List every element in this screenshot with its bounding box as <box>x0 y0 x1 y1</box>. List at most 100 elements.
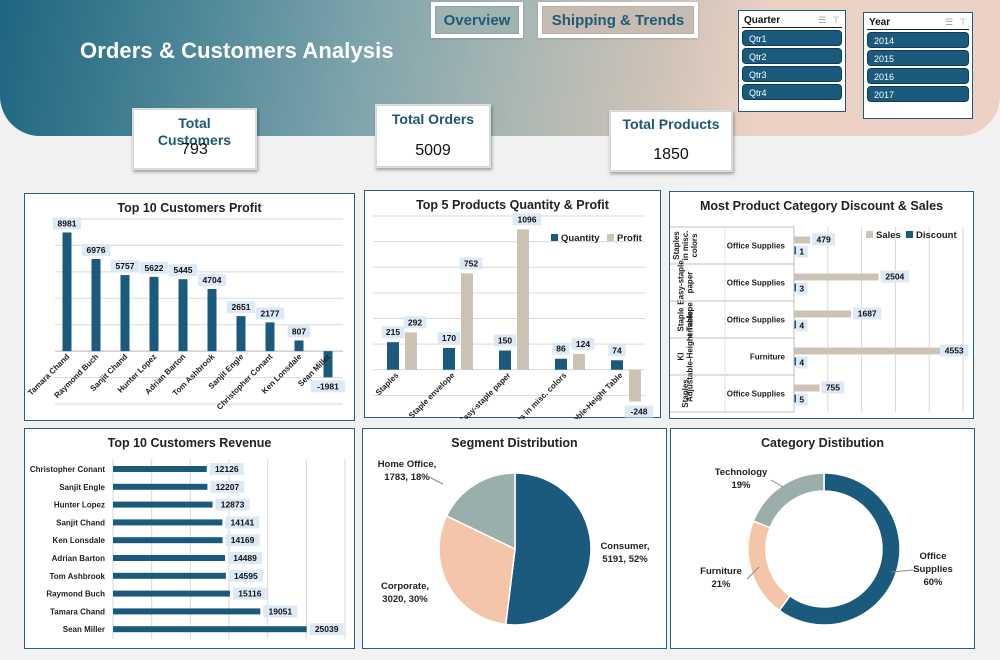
revenue-data-label: 15116 <box>238 589 261 599</box>
quantity-data-label-bg <box>608 344 626 357</box>
products-quantity-profit-chart: Top 5 Products Quantity & Profit 215 292 S… <box>364 190 661 419</box>
tab-shipping-trends[interactable]: Shipping & Trends <box>538 2 698 38</box>
discount-data-label: 4 <box>799 358 804 368</box>
profit-data-label-bg <box>459 257 483 270</box>
clear-filter-icon[interactable]: ⊤ <box>832 14 840 25</box>
product-category-label: Staple envelope <box>407 370 457 419</box>
profit-data-label: 5622 <box>145 263 164 273</box>
pie-label-value: 5191, 52% <box>602 554 648 565</box>
profit-data-label: 2177 <box>261 308 280 318</box>
profit-data-label-bg <box>255 307 285 320</box>
legend-quantity: Quantity <box>561 233 600 244</box>
leader-line <box>426 475 444 485</box>
multi-select-icon[interactable]: ☰ <box>945 16 954 27</box>
kpi-label: Total Customers <box>157 115 232 148</box>
revenue-category-label: Sean Miller <box>63 625 105 634</box>
revenue-category-label: Tom Ashbrook <box>49 572 105 581</box>
legend-swatch-quantity <box>551 234 558 241</box>
pie-slice-home-office <box>445 472 516 551</box>
kpi-total-orders: Total Orders 5009 <box>375 104 491 168</box>
profit-bar <box>629 369 641 402</box>
profit-data-label: 1096 <box>518 214 537 224</box>
profit-data-label-bg <box>197 273 227 286</box>
discount-data-label-bg <box>796 356 808 369</box>
profit-data-label: 5445 <box>174 265 193 275</box>
chart-title: Segment Distribution <box>451 436 578 450</box>
discount-bar <box>794 283 796 292</box>
slicer-item-qtr1[interactable]: Qtr1 <box>742 30 842 46</box>
leader-line <box>770 479 784 488</box>
profit-data-label: 752 <box>464 258 478 268</box>
revenue-bar <box>113 608 261 615</box>
slicer-title: Quarter <box>744 14 781 26</box>
donut-label-name: Office <box>920 551 947 562</box>
sales-data-label: 479 <box>816 235 830 245</box>
legend-swatch-sales <box>866 231 873 238</box>
revenue-data-label-bg <box>209 463 244 475</box>
profit-data-label-bg <box>226 301 256 314</box>
pie-label-name: Consumer, <box>600 541 649 552</box>
slicer-item-2014[interactable]: 2014 <box>867 32 969 48</box>
slicer-item-2016[interactable]: 2016 <box>867 68 969 84</box>
quantity-data-label-bg <box>552 342 570 355</box>
quantity-data-label: 74 <box>612 345 622 355</box>
profit-bar <box>178 279 188 352</box>
revenue-data-label-bg <box>215 498 250 511</box>
category-distribution-chart: Category Distibution Office Supplies 60% Fu… <box>670 428 975 649</box>
quantity-bar <box>443 347 455 370</box>
sales-data-label: 2504 <box>885 272 904 282</box>
sales-bar <box>794 236 811 244</box>
slicer-item-2015[interactable]: 2015 <box>867 50 969 66</box>
profit-bar <box>207 288 217 352</box>
kpi-total-products: Total Products 1850 <box>609 110 733 172</box>
slicer-item-qtr2[interactable]: Qtr2 <box>742 48 842 64</box>
revenue-category-label: Hunter Lopez <box>54 501 105 510</box>
segment-pie: Consumer, 5191, 52% Corporate, 3020, 30% Hom… <box>378 459 650 626</box>
donut-label-name: Technology <box>715 467 768 478</box>
revenue-data-label-bg <box>225 534 260 547</box>
donut-label-percent: 60% <box>923 577 943 588</box>
revenue-category-label: Christopher Conant <box>30 465 105 474</box>
tab-overview[interactable]: Overview <box>431 2 523 38</box>
quantity-data-label-bg <box>493 334 517 347</box>
multi-select-icon[interactable]: ☰ <box>818 14 827 25</box>
donut-slice-technology <box>752 472 825 529</box>
legend-profit: Profit <box>617 233 643 244</box>
page-title: Orders & Customers Analysis <box>80 38 394 63</box>
pie-label-value: 3020, 30% <box>382 594 428 605</box>
quantity-bar <box>611 360 623 370</box>
products-plot: 215 292 Staples 170 752 Staple envelope 150 109… <box>373 213 654 419</box>
legend-swatch-profit <box>607 234 614 241</box>
profit-data-label-bg <box>139 261 169 274</box>
kpi-value: 1850 <box>653 146 689 163</box>
category-donut: Office Supplies 60% Furniture 21% Technology 1… <box>700 467 953 626</box>
clear-filter-icon[interactable]: ⊤ <box>959 16 967 27</box>
revenue-bar <box>113 519 223 526</box>
slicer-item-qtr3[interactable]: Qtr3 <box>742 66 842 82</box>
profit-bar <box>236 316 246 352</box>
sales-data-label-bg <box>821 381 845 394</box>
revenue-bar <box>113 466 207 472</box>
product-label: KIAdjustable-Height Table <box>677 310 695 402</box>
kpi-value: 5009 <box>415 142 451 159</box>
sales-bar <box>794 310 852 318</box>
revenue-data-label: 19051 <box>269 606 293 616</box>
kpi-total-customers: Total Customers 793 <box>132 108 257 170</box>
legend-sales: Sales <box>876 230 901 241</box>
revenue-category-label: Ken Lonsdale <box>53 536 106 545</box>
revenue-data-label: 14169 <box>231 535 255 545</box>
profit-bar <box>149 276 159 352</box>
sales-data-label: 1687 <box>858 309 877 319</box>
kpi-value: 793 <box>181 141 208 158</box>
revenue-category-label: Sanjit Engle <box>59 483 105 492</box>
profit-data-label: 2651 <box>232 302 251 312</box>
profit-data-label-bg <box>403 316 427 329</box>
slicer-item-qtr4[interactable]: Qtr4 <box>742 84 842 100</box>
revenue-bar <box>113 572 226 579</box>
quantity-bar <box>499 350 511 370</box>
sales-bar <box>794 384 820 392</box>
profit-bar <box>323 351 333 378</box>
customers-profit-chart: Top 10 Customers Profit 8981 Tamara Chand… <box>24 193 355 421</box>
customers-revenue-chart: Top 10 Customers Revenue Christopher Con… <box>24 428 355 649</box>
slicer-item-2017[interactable]: 2017 <box>867 86 969 102</box>
